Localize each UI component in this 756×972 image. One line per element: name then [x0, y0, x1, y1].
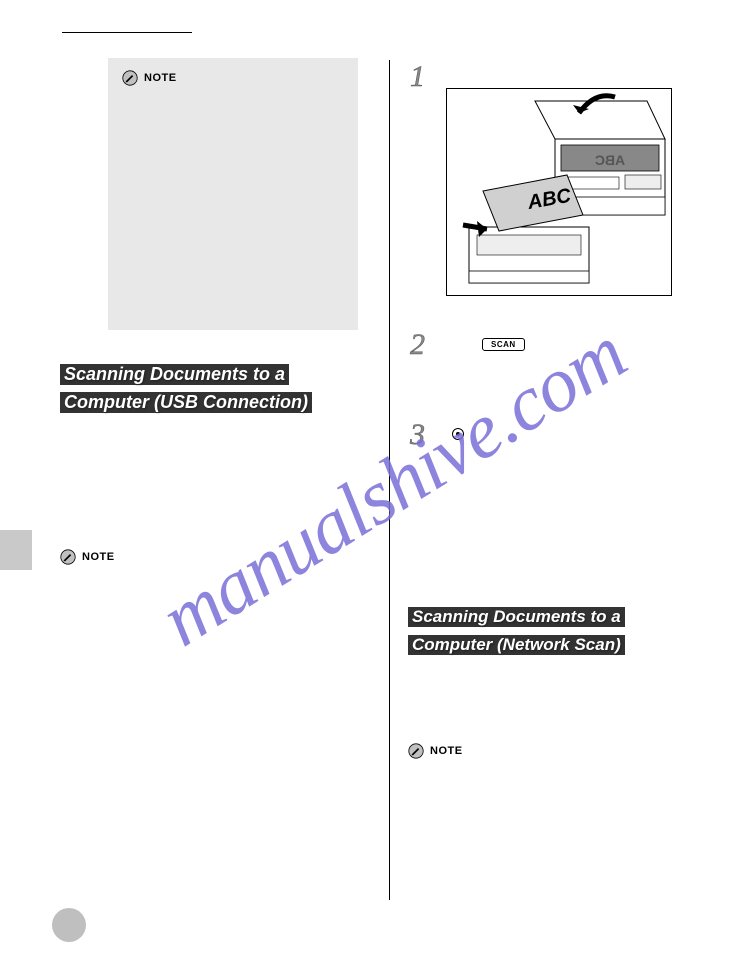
header-rule — [62, 32, 192, 33]
step-number-1: 1 — [410, 60, 425, 94]
scan-button: SCAN — [482, 338, 525, 351]
note-header: NOTE — [108, 58, 358, 92]
heading-left-line1: Scanning Documents to a — [60, 364, 360, 385]
heading-left-line2: Computer (USB Connection) — [60, 392, 360, 413]
step-number-3: 3 — [410, 418, 425, 452]
pencil-icon — [408, 743, 424, 759]
note-label: NOTE — [82, 551, 115, 563]
note-box-top: NOTE — [108, 58, 358, 330]
note-mid: NOTE — [60, 549, 115, 565]
pencil-icon — [122, 70, 138, 86]
pencil-icon — [60, 549, 76, 565]
note-right: NOTE — [408, 743, 463, 759]
printer-illustration: ABC ABC — [446, 88, 672, 296]
step-number-2: 2 — [410, 328, 425, 362]
svg-text:ABC: ABC — [595, 152, 625, 168]
note-label: NOTE — [144, 72, 177, 84]
note-label: NOTE — [430, 745, 463, 757]
start-icon — [452, 428, 464, 440]
heading-right-line1: Scanning Documents to a — [408, 607, 678, 627]
page-number-circle — [52, 908, 86, 942]
column-divider — [389, 60, 390, 900]
side-tab — [0, 530, 32, 570]
heading-right-line2: Computer (Network Scan) — [408, 635, 678, 655]
